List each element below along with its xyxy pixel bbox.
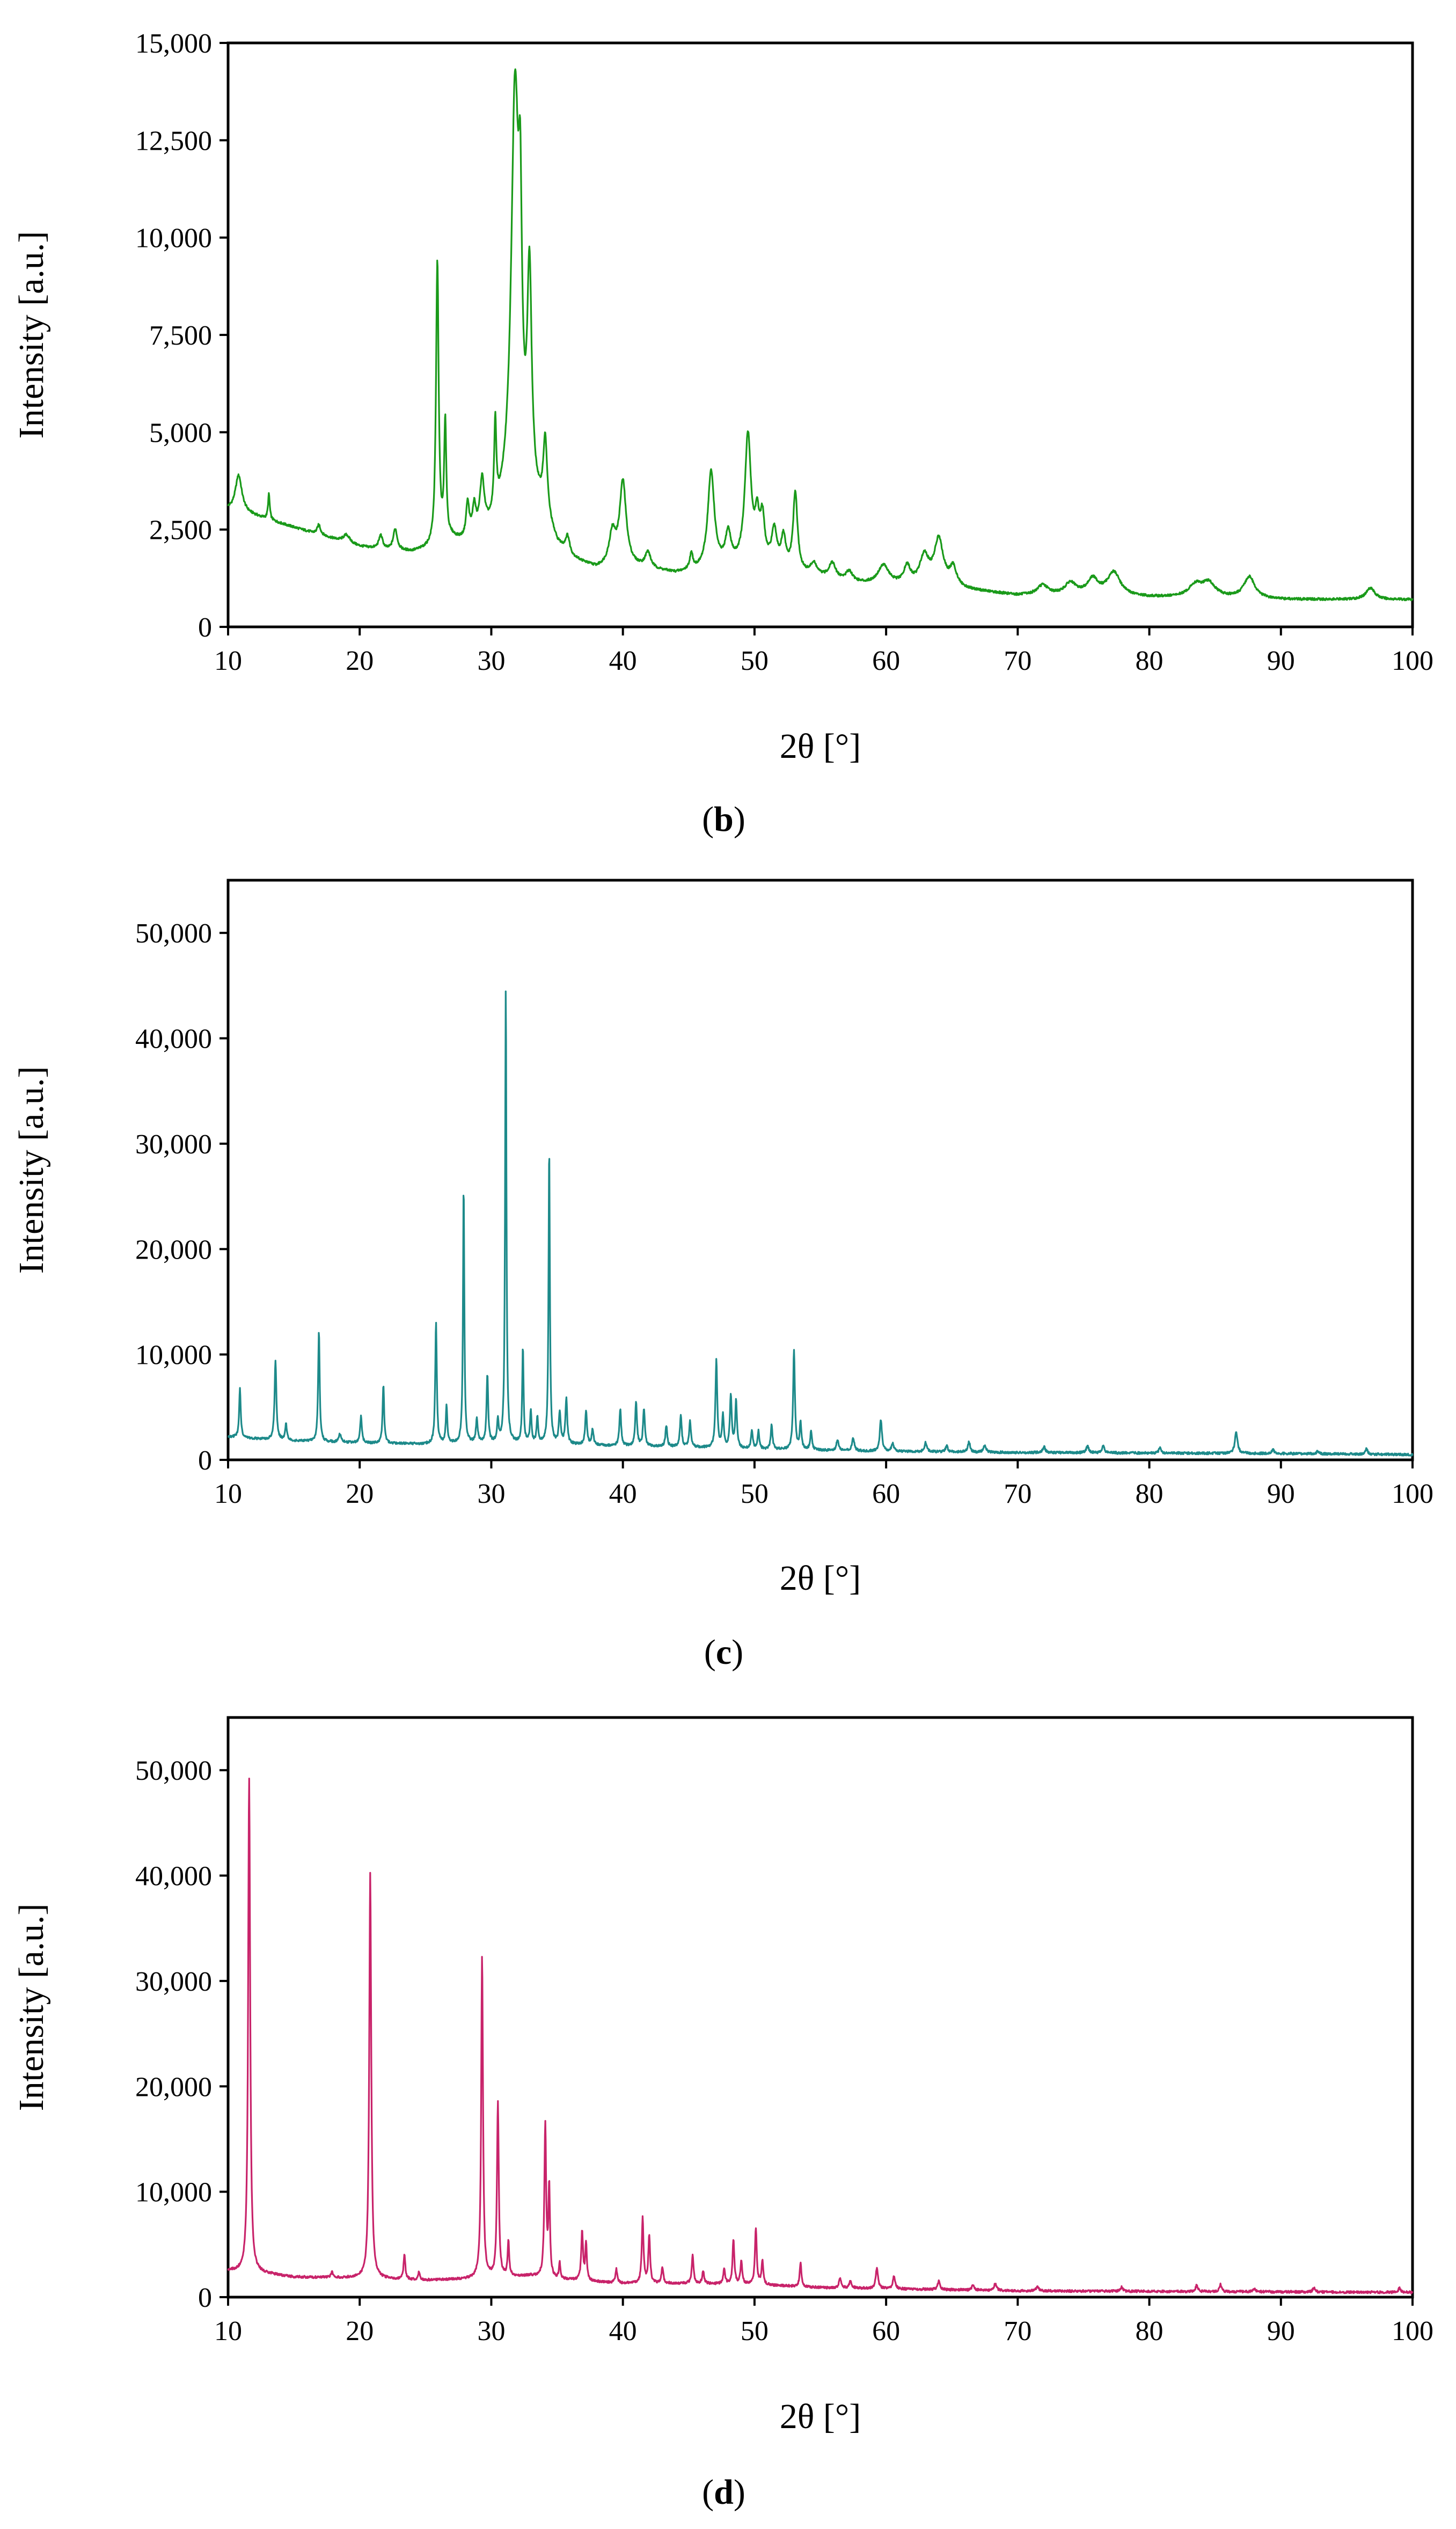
xrd-series-line	[227, 1778, 1414, 2294]
x-tick-label: 20	[346, 1479, 374, 1509]
y-tick-label: 0	[198, 2283, 212, 2313]
y-tick-label: 10,000	[135, 2177, 212, 2208]
xrd-series-line	[227, 68, 1414, 602]
y-tick-label: 30,000	[135, 1967, 212, 1997]
x-tick-label: 60	[872, 2316, 900, 2347]
panel-label: (c)	[704, 1633, 743, 1672]
plot-frame	[226, 41, 1414, 628]
x-tick-label: 90	[1267, 646, 1295, 676]
y-axis-title: Intensity [a.u.]	[12, 1066, 51, 1274]
y-tick-label: 20,000	[135, 1234, 212, 1265]
x-tick-label: 90	[1267, 1479, 1295, 1509]
y-tick-label: 20,000	[135, 2072, 212, 2102]
y-axis-title: Intensity [a.u.]	[12, 231, 51, 439]
y-tick-label: 10,000	[135, 1340, 212, 1371]
y-tick-label: 50,000	[135, 918, 212, 949]
x-axis-title: 2θ [°]	[780, 727, 861, 766]
y-tick-label: 40,000	[135, 1024, 212, 1055]
x-tick-label: 40	[609, 1479, 637, 1509]
plot-frame	[226, 879, 1414, 1461]
y-tick-label: 10,000	[135, 223, 212, 254]
panel-c: 0 10,000 20,000 30,000 40,000 50,000 10 20 30 40 5…	[12, 879, 1433, 1672]
x-tick-label: 100	[1392, 1479, 1433, 1509]
panel-b: 0 2,500 5,000 7,500 10,000 12,500 15,000 10 20 30…	[12, 28, 1433, 839]
y-tick-label: 50,000	[135, 1756, 212, 1786]
y-tick-label: 30,000	[135, 1129, 212, 1160]
y-tick-label: 40,000	[135, 1861, 212, 1892]
x-tick-label: 80	[1136, 1479, 1164, 1509]
x-tick-label: 10	[214, 2316, 242, 2347]
y-tick-label: 7,500	[149, 320, 212, 351]
x-tick-label: 50	[741, 2316, 769, 2347]
y-tick-label: 12,500	[135, 126, 212, 156]
panel-d: 0 10,000 20,000 30,000 40,000 50,000 10 20 30 40 5…	[12, 1716, 1433, 2512]
x-tick-label: 20	[346, 2316, 374, 2347]
x-tick-label: 30	[477, 2316, 505, 2347]
x-tick-label: 70	[1004, 2316, 1031, 2347]
x-tick-label: 10	[214, 646, 242, 676]
x-tick-label: 30	[477, 646, 505, 676]
x-tick-label: 50	[741, 646, 769, 676]
x-axis-title: 2θ [°]	[780, 2397, 861, 2436]
x-tick-label: 70	[1004, 1479, 1031, 1509]
x-tick-label: 90	[1267, 2316, 1295, 2347]
y-tick-label: 0	[198, 1445, 212, 1476]
x-tick-label: 80	[1136, 2316, 1164, 2347]
x-tick-label: 70	[1004, 646, 1031, 676]
x-tick-label: 20	[346, 646, 374, 676]
x-tick-label: 60	[872, 1479, 900, 1509]
panel-label: (d)	[702, 2473, 745, 2512]
y-tick-label: 0	[198, 612, 212, 643]
xrd-series-line	[228, 990, 1414, 1457]
x-tick-label: 40	[609, 646, 637, 676]
x-tick-label: 100	[1392, 2316, 1433, 2347]
x-tick-label: 30	[477, 1479, 505, 1509]
x-tick-label: 10	[214, 1479, 242, 1509]
plot-frame	[226, 1716, 1414, 2299]
x-tick-label: 60	[872, 646, 900, 676]
y-tick-label: 2,500	[149, 515, 212, 546]
x-axis-title: 2θ [°]	[780, 1559, 861, 1598]
x-tick-label: 100	[1392, 646, 1433, 676]
panel-label: (b)	[702, 800, 745, 839]
x-tick-label: 80	[1136, 646, 1164, 676]
x-tick-label: 50	[741, 1479, 769, 1509]
y-tick-label: 5,000	[149, 418, 212, 448]
y-tick-label: 15,000	[135, 28, 212, 59]
y-axis-title: Intensity [a.u.]	[12, 1904, 51, 2111]
x-tick-label: 40	[609, 2316, 637, 2347]
